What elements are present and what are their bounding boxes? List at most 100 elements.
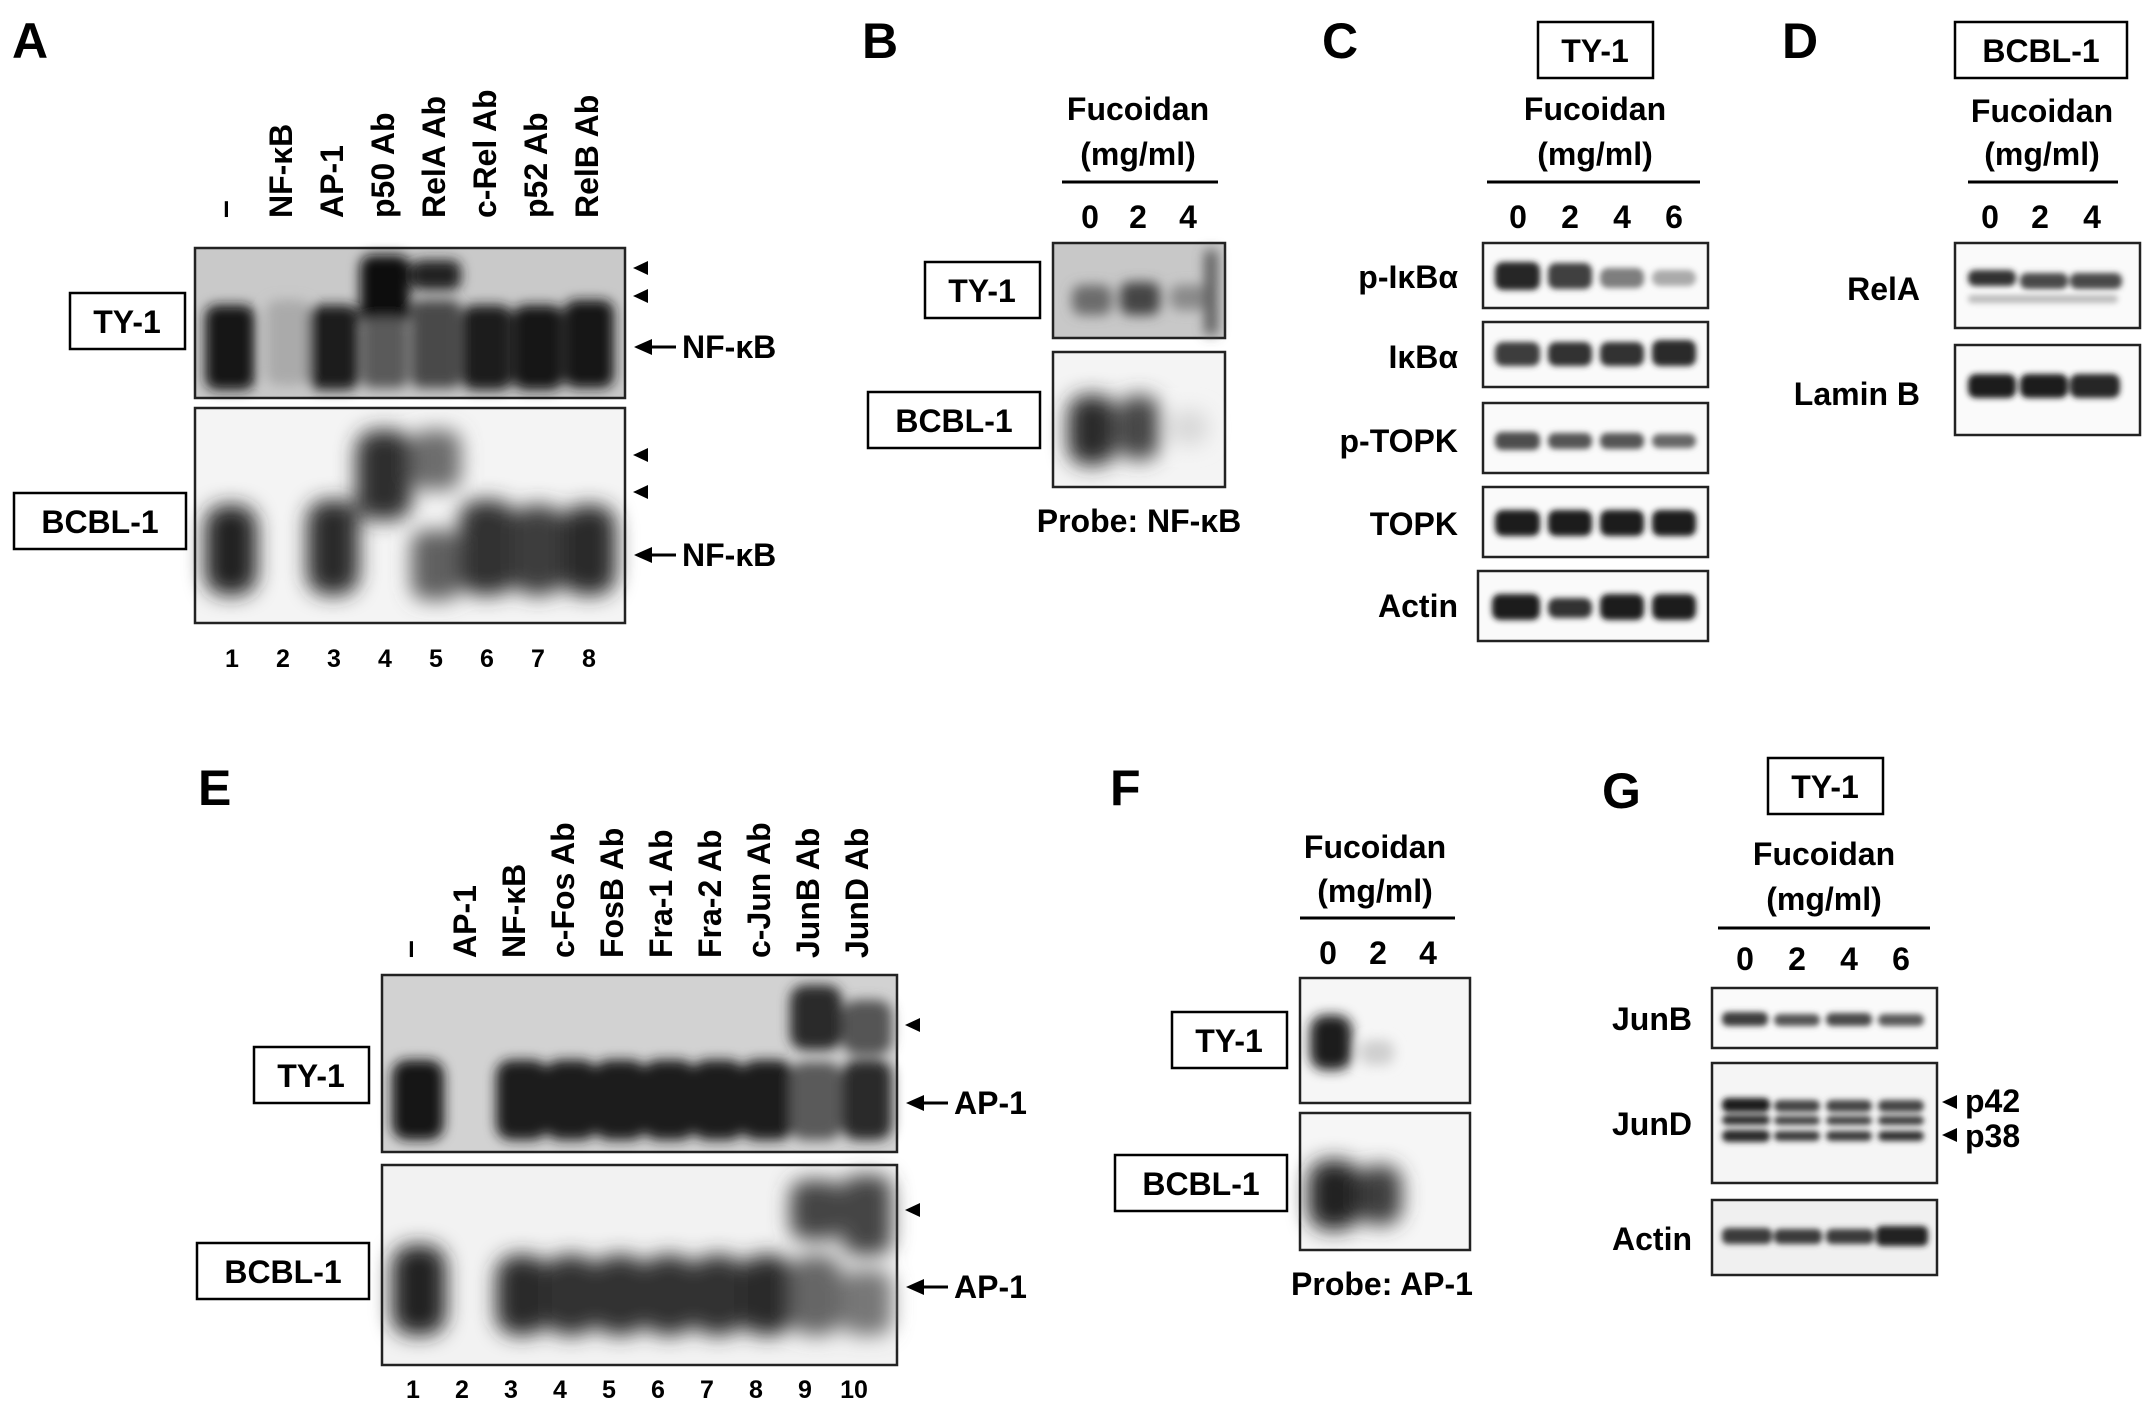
panel-a-markers: NF-κB NF-κB: [633, 261, 776, 573]
panel-f: F Fucoidan (mg/ml) 0 2 4 TY-1 BCBL-1 Pro…: [1110, 760, 1473, 1302]
panel-a-arrow-ty1: [634, 339, 676, 355]
panel-c-blot-p-topk: [1481, 401, 1710, 475]
panel-g-blot-actin: [1710, 1198, 1939, 1277]
panel-d-blot-rela: [1953, 241, 2142, 330]
panel-c-row-4: TOPK: [1370, 506, 1458, 542]
panel-e-lane-9: 9: [798, 1376, 812, 1404]
panel-f-row-box-bcbl1: [1113, 1153, 1289, 1213]
panel-f-dose-2: 2: [1369, 935, 1387, 971]
panel-f-treatment: Fucoidan: [1304, 829, 1446, 865]
panel-b-gel-ty1: [1051, 241, 1227, 340]
panel-e-gel-ty1: [380, 973, 899, 1154]
panel-e-lane-2: 2: [455, 1376, 469, 1404]
panel-e-col-8: c-Jun Ab: [741, 822, 777, 958]
panel-c-treatment: Fucoidan: [1524, 91, 1666, 127]
panel-c-label: C: [1322, 13, 1358, 69]
panel-a-marker-bcbl1: NF-κB: [682, 537, 776, 573]
panel-a-arrow-bcbl1: [634, 547, 676, 563]
panel-a-supershift-arrowhead-2: [633, 289, 648, 303]
panel-e-lane-5: 5: [602, 1376, 616, 1404]
panel-g-dose-2: 2: [1788, 941, 1806, 977]
panel-a-gel-ty1: [193, 246, 627, 400]
panel-a-row-box-ty1: [68, 291, 187, 351]
panel-e-col-1: –: [391, 940, 427, 958]
panel-c-blot-actin: [1476, 569, 1710, 643]
panel-e-arrow-bcbl1: [906, 1279, 948, 1295]
panel-a-col-5: RelA Ab: [416, 96, 452, 218]
panel-a-lane-8: 8: [582, 645, 596, 673]
panel-a-lane-6: 6: [480, 645, 494, 673]
panel-d-cell: BCBL-1: [1982, 33, 2099, 69]
panel-g-p38-arrowhead: [1942, 1128, 1957, 1142]
panel-d-unit: (mg/ml): [1984, 136, 2100, 172]
panel-f-row-bcbl1: BCBL-1: [1142, 1166, 1259, 1202]
panel-g-cell-box: [1766, 756, 1885, 816]
panel-e-col-5: FosB Ab: [594, 828, 630, 958]
panel-a-col-4: p50 Ab: [365, 113, 401, 219]
panel-e-col-9: JunB Ab: [790, 828, 826, 958]
panel-g-unit: (mg/ml): [1766, 881, 1882, 917]
panel-g-band-p42: p42: [1965, 1083, 2020, 1119]
panel-g-band-p38: p38: [1965, 1118, 2020, 1154]
panel-c: C TY-1 Fucoidan (mg/ml) 0 2 4 6 p-IκBα: [1322, 13, 1710, 643]
panel-b: B Fucoidan (mg/ml) 0 2 4 TY-1: [862, 13, 1241, 539]
panel-e-col-6: Fra-1 Ab: [643, 829, 679, 958]
panel-a-supershift-arrowhead-3: [633, 448, 648, 462]
panel-a-col-7: p52 Ab: [518, 113, 554, 219]
panel-b-row-ty1: TY-1: [948, 273, 1016, 309]
panel-b-dose-1: 0: [1081, 199, 1099, 235]
panel-e-row-bcbl1: BCBL-1: [224, 1254, 341, 1290]
panel-g-dose-4: 6: [1892, 941, 1910, 977]
panel-a-row-box-bcbl1: [12, 491, 188, 551]
panel-c-row-1: p-IκBα: [1358, 259, 1458, 295]
panel-g-p42-arrowhead: [1942, 1095, 1957, 1109]
panel-e-supershift-arrowhead-2: [905, 1203, 920, 1217]
panel-g-cell: TY-1: [1791, 769, 1859, 805]
panel-c-unit: (mg/ml): [1537, 136, 1653, 172]
panel-c-dose-1: 0: [1509, 199, 1527, 235]
panel-f-gel-bcbl1: [1298, 1111, 1472, 1252]
panel-e-col-3: NF-κB: [496, 864, 532, 958]
panel-e-markers: AP-1 AP-1: [905, 1018, 1027, 1305]
panel-c-blot-p-ikba: [1481, 241, 1710, 310]
panel-f-label: F: [1110, 760, 1141, 816]
panel-a-lane-numbers: 1 2 3 4 5 6 7 8: [225, 645, 596, 673]
panel-c-cell-box: [1536, 20, 1655, 80]
panel-g-row-3: Actin: [1612, 1221, 1692, 1257]
panel-d-dose-3: 4: [2083, 199, 2101, 235]
panel-g-treatment: Fucoidan: [1753, 836, 1895, 872]
panel-a-col-8: RelB Ab: [569, 95, 605, 218]
panel-a-col-2: NF-κB: [263, 124, 299, 218]
panel-b-treatment: Fucoidan: [1067, 91, 1209, 127]
panel-c-row-3: p-TOPK: [1339, 423, 1458, 459]
panel-f-probe: Probe: AP-1: [1291, 1266, 1473, 1302]
panel-g-blot-junb: [1710, 986, 1939, 1050]
panel-e-row-box-bcbl1: [195, 1241, 371, 1301]
panel-d-blot-lamin-b: [1953, 343, 2142, 437]
panel-a-lane-4: 4: [378, 645, 392, 673]
panel-a-lane-2: 2: [276, 645, 290, 673]
panel-f-row-box-ty1: [1170, 1010, 1289, 1070]
panel-e-col-2: AP-1: [447, 885, 483, 958]
panel-a-column-headers: – NF-κB AP-1 p50 Ab RelA Ab c-Rel Ab p52…: [206, 89, 605, 218]
panel-g-dose-3: 4: [1840, 941, 1858, 977]
panel-e-marker-ty1: AP-1: [954, 1085, 1027, 1121]
panel-a-label: A: [12, 13, 48, 69]
panel-e-lane-4: 4: [553, 1376, 567, 1404]
panel-c-dose-4: 6: [1665, 199, 1683, 235]
panel-a-lane-1: 1: [225, 645, 239, 673]
panel-c-dose-3: 4: [1613, 199, 1631, 235]
panel-a-marker-ty1: NF-κB: [682, 329, 776, 365]
panel-d-label: D: [1782, 13, 1818, 69]
panel-g-blot-jund: [1710, 1061, 1939, 1185]
panel-e-arrow-ty1: [906, 1095, 948, 1111]
panel-g-dose-1: 0: [1736, 941, 1754, 977]
panel-b-unit: (mg/ml): [1080, 136, 1196, 172]
panel-e-col-7: Fra-2 Ab: [692, 829, 728, 958]
panel-c-dose-2: 2: [1561, 199, 1579, 235]
panel-a-lane-7: 7: [531, 645, 545, 673]
panel-e-label: E: [198, 760, 231, 816]
panel-d-row-1: RelA: [1847, 271, 1920, 307]
panel-e-column-headers: – AP-1 NF-κB c-Fos Ab FosB Ab Fra-1 Ab F…: [391, 822, 875, 958]
